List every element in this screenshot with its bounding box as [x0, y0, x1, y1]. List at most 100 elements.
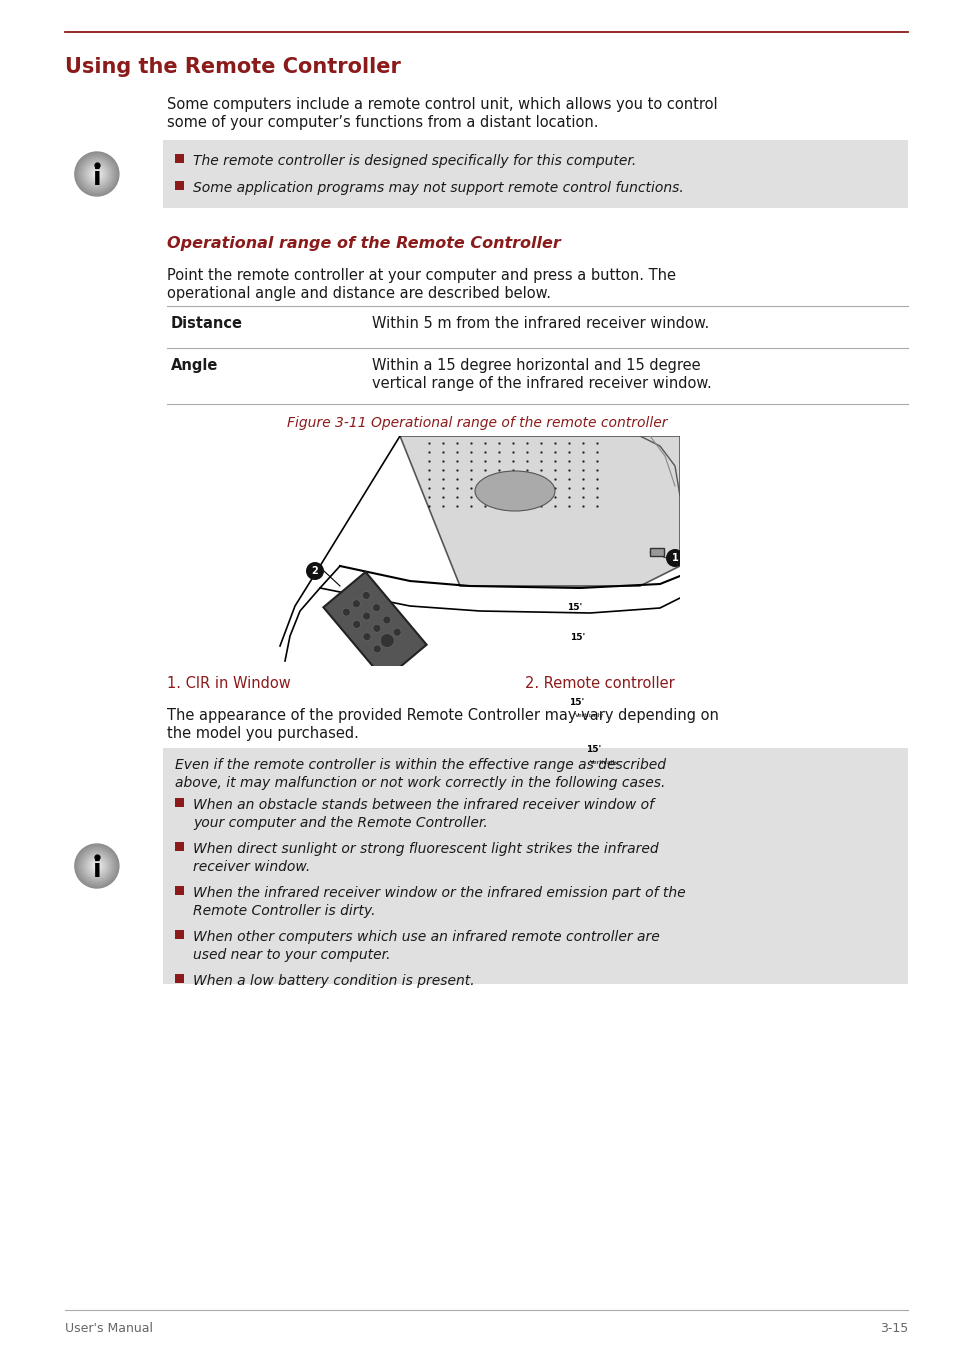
Circle shape: [88, 165, 106, 183]
Bar: [649, 547, 663, 555]
Circle shape: [362, 612, 371, 620]
Circle shape: [342, 608, 350, 616]
Bar: [163, 140, 907, 208]
Circle shape: [76, 153, 118, 195]
Circle shape: [92, 169, 101, 178]
Text: Some computers include a remote control unit, which allows you to control: Some computers include a remote control …: [167, 97, 717, 112]
Circle shape: [80, 849, 113, 884]
Bar: [163, 748, 907, 985]
Circle shape: [373, 644, 381, 652]
Text: Point the remote controller at your computer and press a button. The: Point the remote controller at your comp…: [167, 268, 676, 282]
Text: your computer and the Remote Controller.: your computer and the Remote Controller.: [193, 816, 487, 830]
Circle shape: [78, 155, 115, 192]
Circle shape: [79, 156, 114, 192]
Text: When other computers which use an infrared remote controller are: When other computers which use an infrar…: [193, 929, 659, 944]
Circle shape: [92, 862, 101, 870]
Text: i: i: [92, 858, 101, 882]
Circle shape: [352, 600, 360, 608]
Text: used near to your computer.: used near to your computer.: [193, 948, 390, 962]
Text: Even if the remote controller is within the effective range as described: Even if the remote controller is within …: [174, 759, 665, 772]
Bar: [174, 182, 184, 190]
Text: receiver window.: receiver window.: [193, 859, 310, 874]
Bar: [174, 929, 184, 939]
Circle shape: [87, 164, 107, 184]
Text: Vertically: Vertically: [575, 713, 603, 718]
Circle shape: [79, 847, 114, 884]
Bar: [174, 798, 184, 807]
Circle shape: [95, 174, 98, 175]
Circle shape: [665, 549, 683, 568]
Circle shape: [362, 632, 371, 640]
Text: Operational range of the Remote Controller: Operational range of the Remote Controll…: [167, 235, 560, 252]
Circle shape: [84, 161, 110, 187]
Circle shape: [81, 850, 112, 882]
Circle shape: [81, 157, 112, 190]
Circle shape: [94, 863, 99, 868]
Text: User's Manual: User's Manual: [65, 1322, 152, 1336]
Circle shape: [83, 851, 111, 880]
Circle shape: [82, 851, 112, 881]
Circle shape: [84, 853, 110, 880]
Circle shape: [362, 592, 370, 600]
Text: Using the Remote Controller: Using the Remote Controller: [65, 56, 400, 77]
Text: When the infrared receiver window or the infrared emission part of the: When the infrared receiver window or the…: [193, 886, 685, 900]
Circle shape: [91, 169, 102, 179]
Bar: [174, 153, 184, 163]
Circle shape: [86, 855, 108, 877]
Bar: [174, 842, 184, 851]
Circle shape: [90, 859, 104, 873]
Circle shape: [90, 167, 104, 182]
Text: vertical range of the infrared receiver window.: vertical range of the infrared receiver …: [372, 377, 711, 391]
Circle shape: [78, 847, 115, 885]
Circle shape: [93, 863, 100, 869]
Circle shape: [83, 160, 111, 188]
Text: Within 5 m from the infrared receiver window.: Within 5 m from the infrared receiver wi…: [372, 316, 709, 331]
Circle shape: [95, 865, 98, 868]
Circle shape: [85, 854, 109, 878]
Circle shape: [91, 859, 103, 872]
Text: 15': 15': [568, 698, 583, 707]
Text: When direct sunlight or strong fluorescent light strikes the infrared: When direct sunlight or strong fluoresce…: [193, 842, 658, 855]
Text: Distance: Distance: [171, 316, 243, 331]
Text: i: i: [92, 165, 101, 190]
Text: operational angle and distance are described below.: operational angle and distance are descr…: [167, 286, 551, 301]
Text: 1: 1: [671, 553, 678, 564]
Circle shape: [87, 855, 107, 876]
Circle shape: [91, 861, 102, 872]
Text: Some application programs may not support remote control functions.: Some application programs may not suppor…: [193, 182, 683, 195]
Circle shape: [306, 562, 324, 580]
Text: some of your computer’s functions from a distant location.: some of your computer’s functions from a…: [167, 116, 598, 130]
Text: Figure 3-11 Operational range of the remote controller: Figure 3-11 Operational range of the rem…: [287, 416, 666, 430]
Text: Remote Controller is dirty.: Remote Controller is dirty.: [193, 904, 375, 919]
Circle shape: [80, 157, 113, 191]
Text: When an obstacle stands between the infrared receiver window of: When an obstacle stands between the infr…: [193, 798, 653, 812]
Circle shape: [85, 161, 109, 186]
Text: above, it may malfunction or not work correctly in the following cases.: above, it may malfunction or not work co…: [174, 776, 664, 790]
Text: 15': 15': [585, 745, 600, 755]
Circle shape: [382, 616, 391, 624]
Circle shape: [373, 604, 380, 612]
Circle shape: [88, 857, 106, 876]
Text: Vertically: Vertically: [589, 760, 618, 765]
Circle shape: [77, 846, 117, 886]
Circle shape: [93, 171, 100, 178]
Text: the model you purchased.: the model you purchased.: [167, 726, 358, 741]
Ellipse shape: [475, 471, 555, 511]
Text: Angle: Angle: [171, 358, 218, 373]
Polygon shape: [323, 572, 426, 681]
Text: 3-15: 3-15: [879, 1322, 907, 1336]
Circle shape: [74, 845, 119, 888]
Text: Within a 15 degree horizontal and 15 degree: Within a 15 degree horizontal and 15 deg…: [372, 358, 700, 373]
Text: 2. Remote controller: 2. Remote controller: [524, 677, 674, 691]
Text: 15': 15': [566, 603, 581, 612]
Text: The remote controller is designed specifically for this computer.: The remote controller is designed specif…: [193, 153, 636, 168]
Circle shape: [86, 163, 108, 186]
Circle shape: [89, 165, 105, 182]
Circle shape: [91, 168, 103, 180]
Circle shape: [76, 845, 118, 886]
Circle shape: [353, 620, 360, 628]
Text: 1. CIR in Window: 1. CIR in Window: [167, 677, 291, 691]
Circle shape: [77, 153, 117, 194]
Circle shape: [380, 633, 394, 647]
Circle shape: [74, 152, 119, 196]
